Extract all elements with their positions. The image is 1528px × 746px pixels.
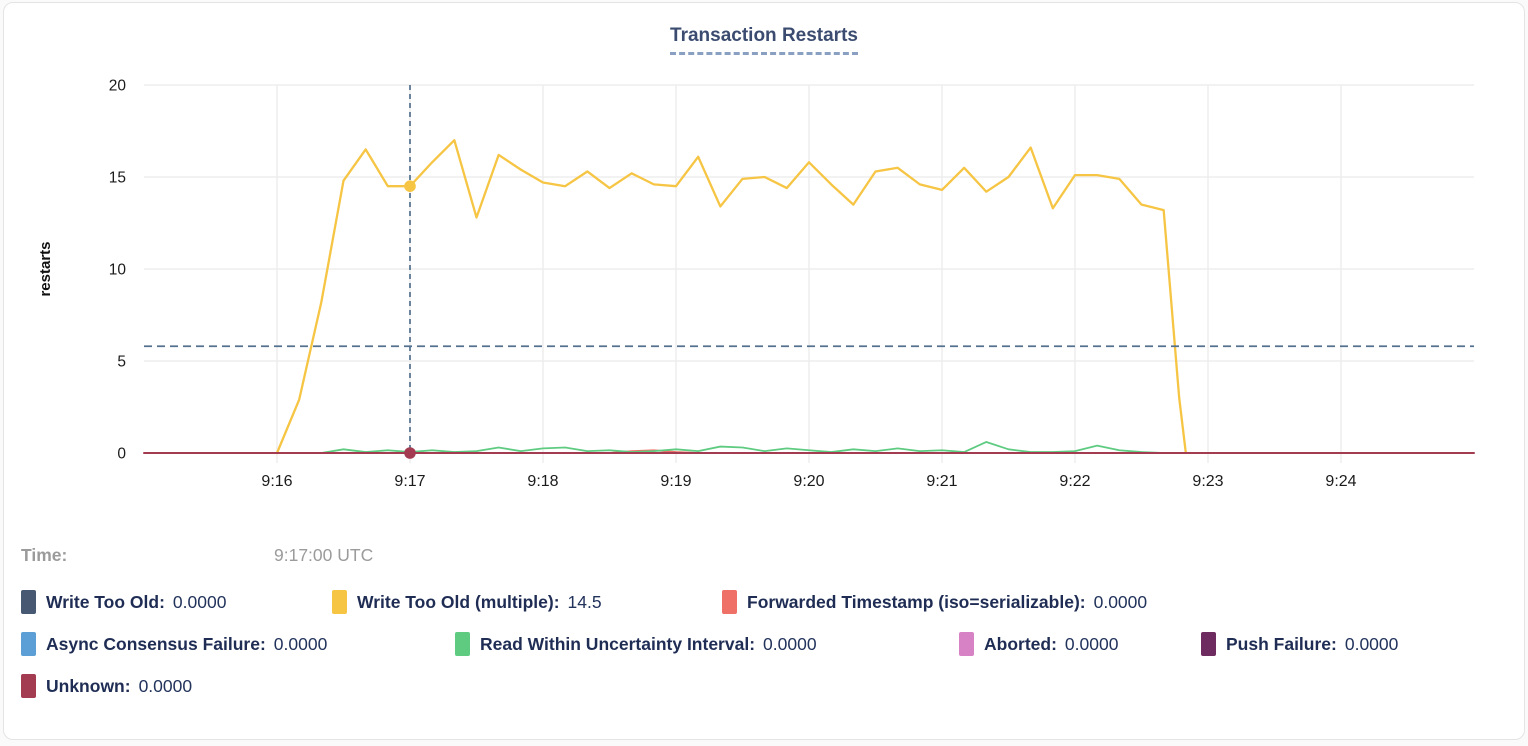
legend-swatch-write-too-old-multiple <box>332 590 347 614</box>
legend-row: Async Consensus Failure: 0.0000 Read Withi… <box>21 632 1524 656</box>
legend-value-push-failure: 0.0000 <box>1344 633 1399 654</box>
legend-swatch-forwarded-timestamp-iso-serializable <box>722 590 737 614</box>
y-tick-label: 5 <box>117 354 126 371</box>
legend-label-write-too-old-multiple: Write Too Old (multiple): <box>357 591 560 612</box>
legend-item-aborted: Aborted: 0.0000 <box>959 632 1201 656</box>
legend-label-write-too-old: Write Too Old: <box>46 591 165 612</box>
legend-label-unknown: Unknown: <box>46 675 131 696</box>
time-label: Time: <box>21 545 68 565</box>
x-tick-label: 9:21 <box>926 473 957 490</box>
y-tick-label: 15 <box>109 170 126 187</box>
legend-value-unknown: 0.0000 <box>138 675 193 696</box>
legend-value-write-too-old: 0.0000 <box>172 591 227 612</box>
chart-card: Transaction Restarts 0 5 10 15 20 9:16 9:17 9:1… <box>3 2 1525 740</box>
y-tick-label: 10 <box>109 262 127 279</box>
legend-label-async-consensus-failure: Async Consensus Failure: <box>46 633 266 654</box>
legend-row: Write Too Old: 0.0000 Write Too Old (multi… <box>21 590 1524 614</box>
legend-item-read-within-uncertainty-interval: Read Within Uncertainty Interval: 0.0000 <box>455 632 959 656</box>
chart-legend: Write Too Old: 0.0000 Write Too Old (multi… <box>21 590 1524 698</box>
x-tick-label: 9:20 <box>793 473 824 490</box>
legend-value-read-within-uncertainty-interval: 0.0000 <box>763 633 817 654</box>
legend-value-async-consensus-failure: 0.0000 <box>273 633 328 654</box>
y-tick-label: 20 <box>109 78 127 95</box>
legend-item-forwarded-timestamp-iso-serializable: Forwarded Timestamp (iso=serializable): 0… <box>722 590 1147 614</box>
legend-swatch-push-failure <box>1201 632 1216 656</box>
time-value: 9:17:00 UTC <box>274 545 374 565</box>
legend-label-push-failure: Push Failure: <box>1226 633 1337 654</box>
legend-value-forwarded-timestamp-iso-serializable: 0.0000 <box>1093 591 1148 612</box>
cursor-point-unknown <box>404 447 416 459</box>
cursor-point-write-too-old-multiple <box>404 180 416 192</box>
legend-swatch-unknown <box>21 674 36 698</box>
chart-title[interactable]: Transaction Restarts <box>670 25 858 55</box>
legend-swatch-async-consensus-failure <box>21 632 36 656</box>
legend-swatch-write-too-old <box>21 590 36 614</box>
legend-item-write-too-old: Write Too Old: 0.0000 <box>21 590 332 614</box>
x-tick-label: 9:22 <box>1059 473 1090 490</box>
x-tick-label: 9:24 <box>1325 473 1356 490</box>
legend-value-write-too-old-multiple: 14.5 <box>567 591 602 612</box>
y-tick-label: 0 <box>117 446 126 463</box>
legend-label-aborted: Aborted: <box>984 633 1057 654</box>
x-tick-label: 9:16 <box>261 473 292 490</box>
legend-item-write-too-old-multiple: Write Too Old (multiple): 14.5 <box>332 590 722 614</box>
legend-item-async-consensus-failure: Async Consensus Failure: 0.0000 <box>21 632 455 656</box>
legend-label-read-within-uncertainty-interval: Read Within Uncertainty Interval: <box>480 633 756 654</box>
transaction-restarts-chart[interactable]: 0 5 10 15 20 9:16 9:17 9:18 9:19 9:20 9:21 9:22 9:23… <box>4 62 1525 507</box>
x-tick-label: 9:23 <box>1192 473 1223 490</box>
legend-item-push-failure: Push Failure: 0.0000 <box>1201 632 1398 656</box>
x-tick-label: 9:17 <box>394 473 425 490</box>
y-axis-label: restarts <box>37 241 54 296</box>
x-tick-label: 9:19 <box>660 473 691 490</box>
legend-item-unknown: Unknown: 0.0000 <box>21 674 192 698</box>
legend-value-aborted: 0.0000 <box>1064 633 1119 654</box>
legend-swatch-read-within-uncertainty-interval <box>455 632 470 656</box>
legend-swatch-aborted <box>959 632 974 656</box>
series-line-write-too-old-multiple <box>275 139 1187 455</box>
hover-time-row: Time: 9:17:00 UTC <box>21 545 1524 566</box>
chart-header: Transaction Restarts <box>4 3 1524 62</box>
legend-row: Unknown: 0.0000 <box>21 674 1524 698</box>
legend-label-forwarded-timestamp-iso-serializable: Forwarded Timestamp (iso=serializable): <box>747 591 1086 612</box>
x-tick-label: 9:18 <box>527 473 558 490</box>
series-line-read-within-uncertainty-interval <box>320 441 1165 454</box>
